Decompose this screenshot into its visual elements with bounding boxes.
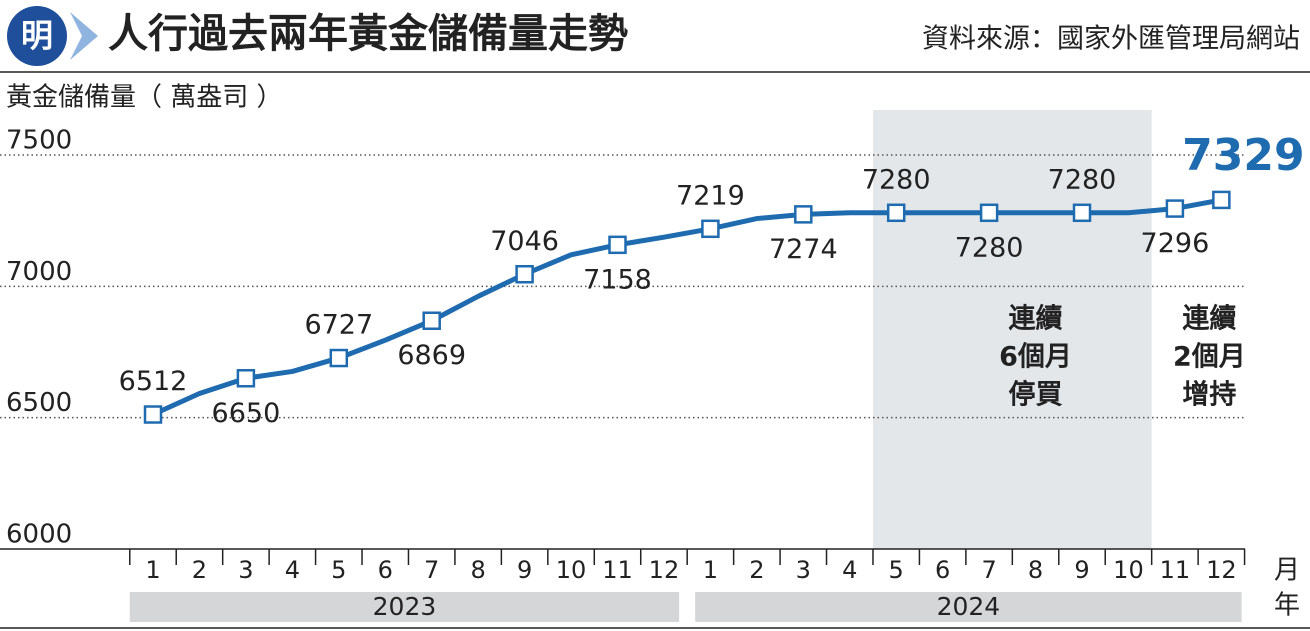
x-tick-label: 5 (331, 556, 346, 584)
logo-text: 明 (21, 17, 53, 55)
x-unit: 月 (1274, 556, 1300, 586)
annotation: 停買 (1009, 379, 1063, 411)
x-tick-label: 2 (749, 556, 764, 584)
year-band (129, 592, 680, 622)
year-unit: 年 (1274, 591, 1300, 621)
value-label: 7296 (1141, 228, 1210, 259)
x-tick-label: 6 (935, 556, 950, 584)
y-tick-label: 7500 (6, 126, 72, 156)
y-tick-label: 7000 (6, 257, 72, 287)
marker (608, 235, 627, 255)
x-tick-label: 10 (556, 556, 587, 584)
value-label: 6727 (304, 310, 373, 341)
marker (1212, 190, 1231, 210)
annotation: 2個月 (1173, 342, 1246, 373)
logo-arrow (70, 12, 98, 60)
year-band (695, 592, 1242, 622)
annotation: 增持 (1182, 379, 1236, 411)
marker (886, 203, 906, 223)
annotation: 連續 (1182, 303, 1236, 335)
x-tick-label: 6 (378, 556, 393, 584)
x-tick-label: 3 (238, 556, 253, 584)
value-label: 6512 (119, 366, 188, 397)
value-label: 7280 (1048, 164, 1117, 195)
x-tick-label: 8 (471, 556, 486, 584)
x-tick-label: 11 (1160, 556, 1191, 584)
x-tick-label: 7 (424, 556, 439, 584)
x-tick-label: 5 (889, 556, 904, 584)
x-tick-label: 9 (1074, 556, 1089, 584)
value-label: 7280 (955, 232, 1024, 263)
year-label: 2024 (937, 592, 1001, 621)
marker (1072, 203, 1092, 223)
marker (422, 311, 441, 330)
x-tick-label: 1 (703, 556, 718, 584)
marker (1165, 199, 1185, 218)
value-label: 7158 (583, 264, 652, 295)
value-label: 6869 (397, 340, 466, 371)
x-tick-label: 2 (192, 556, 207, 584)
x-tick-label: 11 (602, 556, 633, 584)
annotation: 連續 (1009, 303, 1063, 335)
x-tick-label: 7 (981, 556, 996, 584)
marker (701, 219, 720, 239)
value-label: 7046 (490, 226, 559, 257)
marker (236, 369, 256, 388)
y-axis-label: 黃金儲備量（ 萬盎司 ） (6, 83, 283, 113)
logo-circle (7, 6, 67, 66)
x-tick-label: 4 (842, 556, 857, 584)
chart-title: 人行過去兩年黃金儲備量走勢 (108, 11, 628, 57)
y-tick-label: 6000 (6, 520, 72, 550)
value-label: 7219 (676, 180, 745, 211)
x-tick-label: 1 (145, 556, 160, 584)
marker (979, 203, 999, 223)
value-label: 6650 (212, 398, 281, 429)
marker (329, 348, 349, 368)
annotation: 6個月 (999, 342, 1072, 373)
value-label: 7274 (769, 234, 838, 265)
x-tick-label: 12 (649, 556, 680, 584)
value-label: 7329 (1182, 130, 1304, 181)
x-tick-label: 4 (285, 556, 300, 584)
marker (794, 205, 813, 224)
marker (515, 265, 534, 284)
x-tick-label: 12 (1206, 556, 1237, 584)
x-tick-label: 8 (1028, 556, 1043, 584)
x-tick-label: 9 (517, 556, 532, 584)
x-tick-label: 10 (1113, 556, 1144, 584)
source: 資料來源：國家外匯管理局網站 (922, 24, 1300, 55)
value-label: 7280 (862, 164, 931, 195)
year-label: 2023 (373, 592, 437, 621)
marker (143, 405, 163, 424)
x-tick-label: 3 (796, 556, 811, 584)
y-tick-label: 6500 (6, 388, 72, 418)
shade (872, 110, 1152, 549)
